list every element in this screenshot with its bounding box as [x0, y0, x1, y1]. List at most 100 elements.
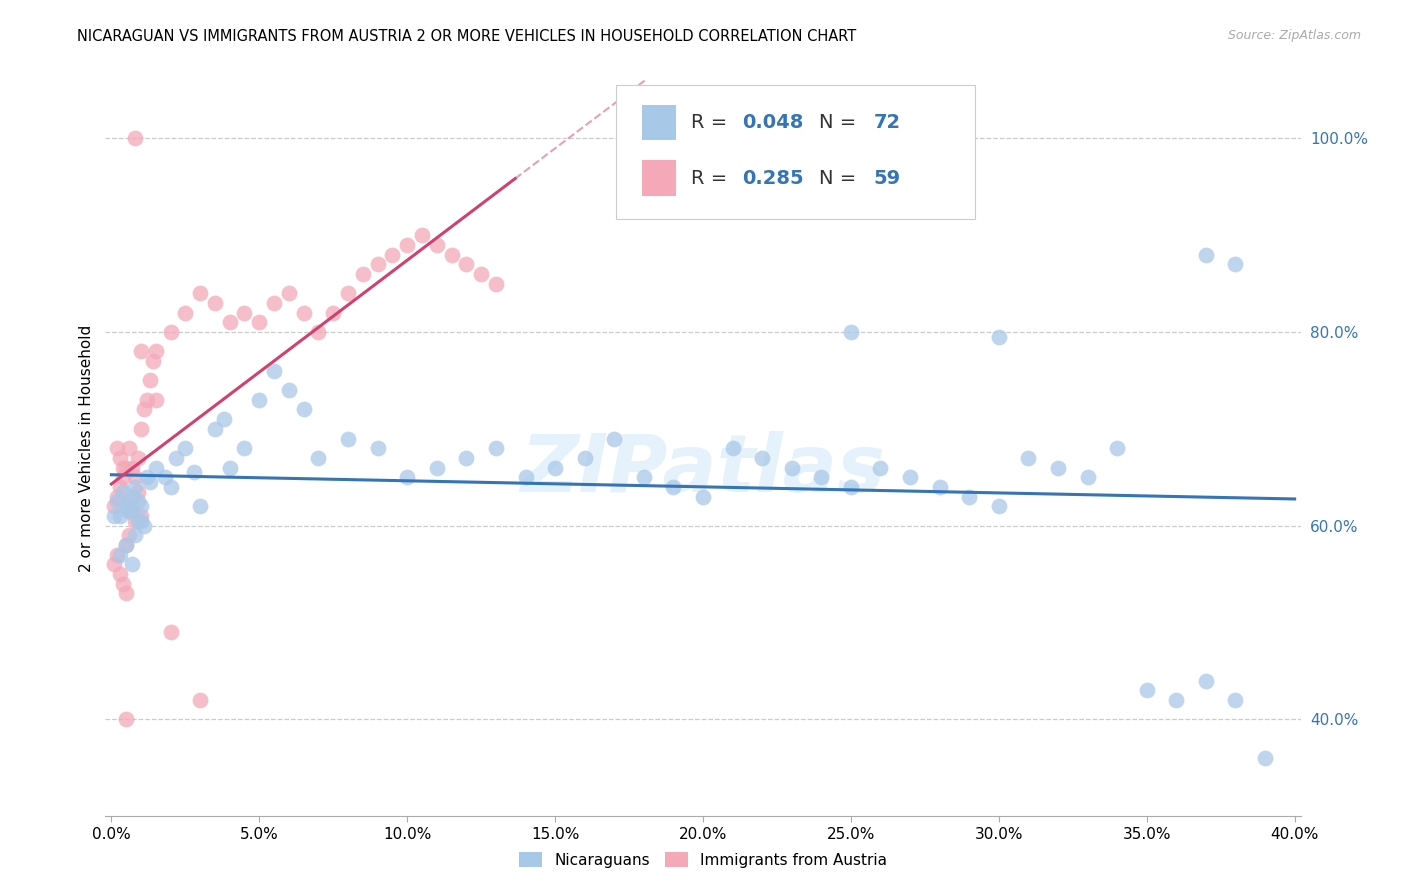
Point — [165, 450, 187, 465]
Point — [1195, 247, 1218, 261]
Point — [124, 514, 146, 528]
Text: Source: ZipAtlas.com: Source: ZipAtlas.com — [1227, 29, 1361, 42]
Point — [396, 470, 419, 484]
Point — [103, 500, 125, 514]
Point — [485, 441, 508, 455]
Point — [115, 712, 138, 726]
Point — [105, 548, 128, 562]
Point — [118, 528, 141, 542]
Point — [426, 460, 449, 475]
Text: 59: 59 — [875, 169, 901, 187]
Point — [485, 277, 508, 291]
Point — [957, 490, 980, 504]
Legend: Nicaraguans, Immigrants from Austria: Nicaraguans, Immigrants from Austria — [513, 846, 893, 873]
Point — [124, 470, 146, 484]
Point — [183, 466, 205, 480]
Point — [110, 567, 132, 582]
Point — [145, 344, 167, 359]
Point — [396, 238, 419, 252]
Point — [218, 460, 240, 475]
Point — [105, 494, 128, 508]
Point — [159, 480, 181, 494]
Point — [810, 470, 832, 484]
Point — [103, 558, 125, 572]
Point — [247, 315, 270, 329]
Point — [129, 344, 152, 359]
Point — [292, 402, 315, 417]
Point — [411, 228, 433, 243]
Point — [869, 460, 891, 475]
Point — [1077, 470, 1099, 484]
Point — [115, 586, 138, 600]
Point — [574, 450, 596, 465]
Point — [124, 528, 146, 542]
Point — [127, 494, 149, 508]
Text: N =: N = — [818, 169, 862, 187]
Point — [337, 286, 360, 301]
Point — [662, 480, 685, 494]
Point — [129, 508, 152, 523]
Point — [127, 450, 149, 465]
Point — [188, 693, 211, 707]
Point — [515, 470, 537, 484]
Point — [367, 257, 389, 271]
FancyBboxPatch shape — [643, 104, 675, 140]
Point — [110, 548, 132, 562]
Point — [118, 504, 141, 518]
Point — [1046, 460, 1069, 475]
Point — [1107, 441, 1129, 455]
Point — [135, 392, 157, 407]
Point — [263, 364, 285, 378]
Point — [381, 247, 404, 261]
Text: 0.048: 0.048 — [742, 112, 804, 132]
Point — [277, 383, 299, 397]
Point — [1254, 751, 1277, 765]
Point — [132, 402, 155, 417]
Point — [124, 131, 146, 145]
Text: NICARAGUAN VS IMMIGRANTS FROM AUSTRIA 2 OR MORE VEHICLES IN HOUSEHOLD CORRELATIO: NICARAGUAN VS IMMIGRANTS FROM AUSTRIA 2 … — [77, 29, 856, 44]
Point — [127, 484, 149, 499]
Point — [367, 441, 389, 455]
Point — [118, 494, 141, 508]
Point — [121, 558, 143, 572]
Text: R =: R = — [692, 169, 734, 187]
Point — [159, 325, 181, 339]
Point — [153, 470, 176, 484]
Point — [115, 538, 138, 552]
Point — [188, 500, 211, 514]
Point — [780, 460, 803, 475]
Point — [839, 480, 862, 494]
Point — [115, 500, 138, 514]
Point — [115, 538, 138, 552]
Point — [440, 247, 463, 261]
Point — [544, 460, 567, 475]
Point — [337, 432, 360, 446]
Point — [110, 450, 132, 465]
Point — [145, 392, 167, 407]
Point — [121, 460, 143, 475]
Point — [218, 315, 240, 329]
Point — [928, 480, 950, 494]
Point — [132, 518, 155, 533]
Point — [898, 470, 921, 484]
Point — [204, 296, 226, 310]
Point — [110, 508, 132, 523]
Point — [174, 441, 197, 455]
Point — [124, 480, 146, 494]
Point — [292, 306, 315, 320]
Point — [456, 450, 478, 465]
Point — [121, 504, 143, 518]
Text: 0.285: 0.285 — [742, 169, 804, 187]
Point — [129, 514, 152, 528]
Point — [277, 286, 299, 301]
Y-axis label: 2 or more Vehicles in Household: 2 or more Vehicles in Household — [79, 325, 94, 572]
Point — [145, 460, 167, 475]
Point — [103, 508, 125, 523]
Text: R =: R = — [692, 112, 734, 132]
Point — [263, 296, 285, 310]
Point — [456, 257, 478, 271]
Point — [121, 490, 143, 504]
Point — [127, 514, 149, 528]
Point — [115, 460, 138, 475]
Point — [1017, 450, 1039, 465]
